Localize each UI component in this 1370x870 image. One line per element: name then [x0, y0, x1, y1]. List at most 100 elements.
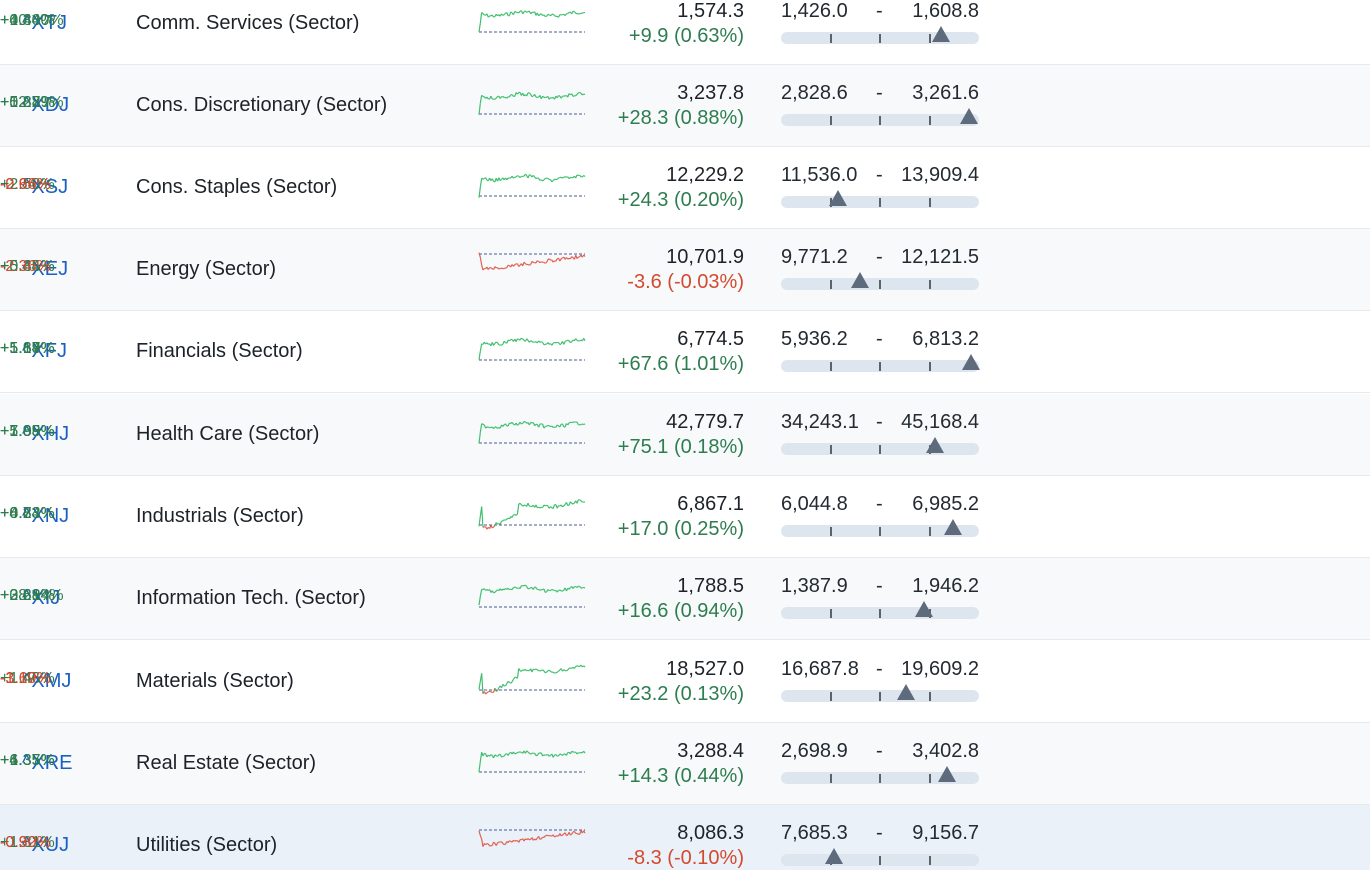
sparkline-chart	[478, 499, 586, 530]
sparkline-segment	[575, 93, 578, 97]
sparkline-segment	[562, 256, 565, 259]
table-row[interactable]: ^XSJ Cons. Staples (Sector) 12,229.2 +24.3 …	[0, 147, 1370, 229]
sparkline-segment	[562, 833, 565, 836]
sparkline-segment	[543, 261, 546, 264]
sparkline-segment	[547, 342, 550, 345]
sparkline-segment	[539, 13, 542, 15]
range-bar	[781, 108, 979, 126]
sparkline-segment	[517, 423, 520, 426]
symbol-link[interactable]: ^XIJ	[22, 587, 61, 609]
symbol-link[interactable]: ^XEJ	[22, 258, 69, 280]
range-separator: -	[876, 82, 883, 104]
sparkline-segment	[523, 420, 526, 423]
symbol-link[interactable]: ^XTJ	[22, 12, 67, 34]
symbol-link[interactable]: ^XDJ	[22, 94, 70, 116]
sparkline-segment	[509, 339, 512, 342]
sparkline-chart	[478, 829, 586, 847]
percent-change-3: -2.66%	[0, 176, 51, 193]
table-row[interactable]: ^XIJ Information Tech. (Sector) 1,788.5 +16…	[0, 558, 1370, 640]
table-row[interactable]: ^XRE Real Estate (Sector) 3,288.4 +14.3 (0.…	[0, 723, 1370, 805]
sparkline-segment	[490, 267, 493, 270]
sparkline-segment	[561, 423, 565, 428]
symbol-link[interactable]: ^XNJ	[22, 505, 70, 527]
sparkline-segment	[542, 95, 545, 98]
sparkline-segment	[519, 670, 522, 672]
range-tick	[829, 692, 832, 701]
sparkline-segment	[571, 750, 574, 753]
sparkline-segment	[524, 263, 528, 266]
range-high: 12,121.5	[901, 246, 979, 268]
sparkline-segment	[564, 13, 567, 16]
sparkline-segment	[507, 840, 510, 843]
sparkline-segment	[504, 423, 508, 427]
range-marker-icon	[851, 272, 870, 288]
sparkline-segment	[558, 669, 561, 672]
sparkline-segment	[493, 841, 496, 844]
range-high: 45,168.4	[901, 411, 979, 433]
sparkline-segment	[524, 838, 528, 841]
sparkline-segment	[544, 261, 547, 264]
range-bar	[781, 684, 979, 702]
symbol-link[interactable]: ^XUJ	[22, 834, 70, 856]
range-separator: -	[876, 658, 883, 680]
symbol-link[interactable]: ^XRE	[22, 752, 73, 774]
sparkline-segment	[579, 339, 582, 342]
sparkline-segment	[557, 14, 561, 18]
sparkline-segment	[538, 423, 541, 428]
symbol-link[interactable]: ^XHJ	[22, 423, 70, 445]
sparkline-segment	[534, 838, 537, 841]
table-row[interactable]: ^XEJ Energy (Sector) 10,701.9 -3.6 (-0.03%)…	[0, 229, 1370, 311]
table-row[interactable]: ^XNJ Industrials (Sector) 6,867.1 +17.0 (0.…	[0, 476, 1370, 558]
sparkline-segment	[530, 421, 533, 424]
sparkline-segment	[506, 517, 509, 520]
sparkline-segment	[583, 586, 586, 589]
range-separator: -	[876, 0, 883, 22]
sparkline-segment	[526, 92, 529, 97]
sparkline-segment	[579, 499, 582, 502]
symbol-link[interactable]: ^XMJ	[22, 670, 72, 692]
range-tick	[928, 280, 931, 289]
sparkline-segment	[511, 514, 514, 518]
sparkline-segment	[579, 174, 582, 178]
sparkline-segment	[580, 423, 583, 426]
symbol-link[interactable]: ^XSJ	[22, 176, 69, 198]
sparkline-segment	[478, 252, 481, 258]
sparkline-segment	[524, 173, 528, 176]
sparkline-segment	[535, 587, 538, 590]
sparkline-segment	[523, 261, 526, 265]
table-row[interactable]: ^XFJ Financials (Sector) 6,774.5 +67.6 (1.0…	[0, 311, 1370, 393]
range-tick	[829, 362, 832, 371]
sparkline-segment	[545, 754, 547, 756]
sparkline-segment	[534, 94, 537, 98]
sparkline-segment	[563, 504, 566, 507]
sparkline-segment	[485, 843, 488, 846]
table-row[interactable]: ^XDJ Cons. Discretionary (Sector) 3,237.8 +…	[0, 65, 1370, 147]
sparkline-segment	[479, 423, 483, 433]
table-row[interactable]: ^XMJ Materials (Sector) 18,527.0 +23.2 (0.1…	[0, 641, 1370, 723]
sparkline-segment	[494, 266, 497, 269]
symbol-link[interactable]: ^XFJ	[22, 340, 67, 362]
sparkline-segment	[554, 15, 557, 18]
sparkline-segment	[571, 256, 574, 259]
sparkline-segment	[510, 681, 513, 684]
sparkline-segment	[568, 340, 571, 343]
sparkline-segment	[559, 343, 562, 346]
table-row[interactable]: ^XUJ Utilities (Sector) 8,086.3 -8.3 (-0.10…	[0, 805, 1370, 870]
sparkline-segment	[509, 840, 512, 842]
sparkline-segment	[522, 11, 525, 15]
range-tick	[928, 774, 931, 783]
sparkline-segment	[552, 589, 555, 592]
last-price: 6,867.1	[677, 493, 744, 515]
sparkline-segment	[529, 174, 531, 176]
sparkline-segment	[583, 254, 586, 257]
table-row[interactable]: ^XTJ Comm. Services (Sector) 1,574.3 +9.9 (…	[0, 0, 1370, 65]
sparkline-segment	[514, 263, 517, 266]
sparkline-segment	[506, 264, 509, 268]
range-tick	[829, 280, 832, 289]
range-tick	[928, 362, 931, 371]
sparkline-segment	[532, 838, 536, 841]
sparkline-segment	[569, 501, 573, 504]
sparkline-segment	[518, 502, 521, 505]
range-marker-icon	[829, 190, 848, 206]
table-row[interactable]: ^XHJ Health Care (Sector) 42,779.7 +75.1 (0…	[0, 394, 1370, 476]
